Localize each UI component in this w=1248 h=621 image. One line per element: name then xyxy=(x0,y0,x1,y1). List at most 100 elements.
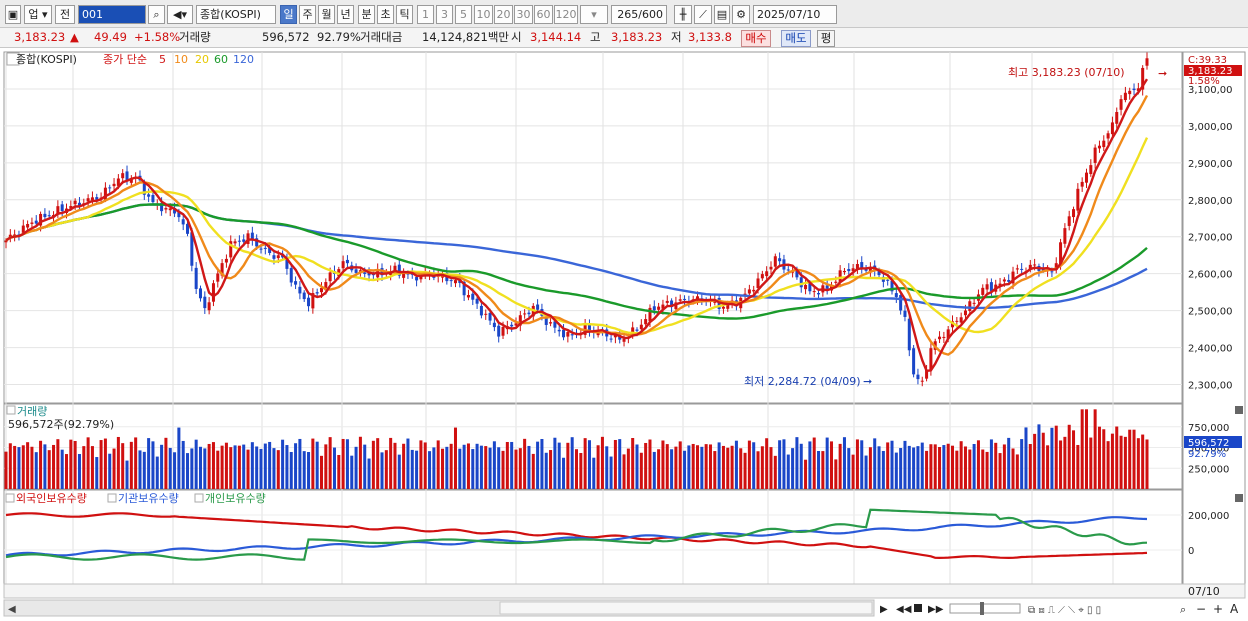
candle-body xyxy=(501,326,505,336)
volume-bar xyxy=(756,451,760,489)
scroll-right-icon[interactable]: ▶ xyxy=(880,604,888,615)
candle-body xyxy=(367,272,371,276)
candle-body xyxy=(510,324,514,327)
change-pct: +1.58% xyxy=(134,30,181,44)
candle-body xyxy=(86,198,90,202)
volume-bar xyxy=(125,460,129,489)
volume-panel-close-icon[interactable] xyxy=(1235,406,1243,414)
fast-forward-icon[interactable]: ▶▶ xyxy=(928,604,944,615)
plus-icon[interactable]: + xyxy=(1213,602,1223,616)
holding-panel-close-icon[interactable] xyxy=(1235,494,1243,502)
change-value: 49.49 xyxy=(94,30,127,44)
volume-bar xyxy=(981,449,985,489)
candle-body xyxy=(1063,228,1067,244)
date-field[interactable]: 2025/07/10 xyxy=(753,5,837,24)
candle-body xyxy=(968,301,972,311)
volume-bar xyxy=(47,450,51,489)
candle-body xyxy=(216,273,220,282)
volume-bar xyxy=(268,441,272,489)
period-day[interactable]: 일 xyxy=(280,5,297,24)
period-second[interactable]: 초 xyxy=(377,5,394,24)
candle-icon[interactable]: ╫ xyxy=(674,5,692,24)
interval-60[interactable]: 60 xyxy=(534,5,553,24)
period-minute[interactable]: 분 xyxy=(358,5,375,24)
candle-body xyxy=(972,302,976,304)
candle-body xyxy=(1093,147,1097,163)
volume-bar xyxy=(929,444,933,489)
interval-30[interactable]: 30 xyxy=(514,5,533,24)
sell-button[interactable]: 매도 xyxy=(781,30,811,47)
ma20-label: 20 xyxy=(195,53,209,66)
volume-bar xyxy=(747,440,751,489)
interval-120[interactable]: 120 xyxy=(554,5,578,24)
line-tool-icon[interactable]: ⟋ xyxy=(694,5,712,24)
volume-bar xyxy=(933,444,937,489)
candle-body xyxy=(1089,165,1093,175)
holding-panel-icon[interactable] xyxy=(5,493,15,503)
code-input[interactable]: 001 xyxy=(78,5,146,24)
zoom-slider[interactable] xyxy=(949,603,1021,614)
volume-panel-icon[interactable] xyxy=(6,405,16,415)
candle-body xyxy=(652,306,656,311)
volume-bar xyxy=(618,439,622,489)
count-field[interactable]: 265/600 xyxy=(611,5,667,24)
gear-icon[interactable]: ⚙ xyxy=(732,5,750,24)
volume-bar xyxy=(605,446,609,489)
zoom-slider-handle[interactable] xyxy=(980,602,984,615)
interval-dropdown[interactable]: ▾ xyxy=(580,5,608,24)
period-week[interactable]: 주 xyxy=(299,5,316,24)
zoom-in-icon[interactable]: ⌕ xyxy=(1180,603,1186,616)
interval-1[interactable]: 1 xyxy=(417,5,434,24)
scroll-left-icon[interactable]: ◀ xyxy=(8,604,16,615)
volume-bar xyxy=(13,445,17,489)
volume-bar xyxy=(739,448,743,489)
search-icon[interactable]: ⌕ xyxy=(148,5,165,24)
holding-sep-icon-2 xyxy=(194,493,204,503)
period-month[interactable]: 월 xyxy=(318,5,335,24)
interval-10[interactable]: 10 xyxy=(474,5,493,24)
scrollbar-thumb[interactable] xyxy=(499,601,873,615)
volume-bar xyxy=(1015,454,1019,489)
window-icon[interactable]: ▣ xyxy=(5,5,21,24)
volume-bar xyxy=(285,445,289,489)
period-year[interactable]: 년 xyxy=(337,5,354,24)
high-annotation: 최고 3,183.23 (07/10) xyxy=(1008,66,1125,79)
stop-icon[interactable] xyxy=(914,604,922,612)
volume-bar xyxy=(765,438,769,489)
interval-3[interactable]: 3 xyxy=(436,5,453,24)
volume-bar xyxy=(1106,441,1110,489)
tool-icons[interactable]: ⧉ ⧈ ⎍ ⟋ ⟍ ⌖ ▯ ▯ xyxy=(1028,605,1101,616)
prev-button[interactable]: 전 xyxy=(55,5,75,24)
candle-body xyxy=(164,208,168,210)
volume-bar xyxy=(475,443,479,489)
interval-20[interactable]: 20 xyxy=(494,5,513,24)
buy-button[interactable]: 매수 xyxy=(741,30,771,47)
eval-button[interactable]: 평 xyxy=(817,30,835,47)
font-size-icon[interactable]: A xyxy=(1230,602,1239,616)
volume-bar xyxy=(177,427,181,489)
candle-body xyxy=(562,329,566,338)
candle-body xyxy=(557,329,561,332)
minus-icon[interactable]: − xyxy=(1196,602,1206,616)
ma10-line xyxy=(5,94,1149,356)
volume-tag: 596,572 xyxy=(1188,438,1229,449)
price-y-tick: 3,000,00 xyxy=(1188,122,1233,133)
candle-body xyxy=(69,206,73,209)
volume-bar xyxy=(26,442,30,489)
interval-5[interactable]: 5 xyxy=(455,5,472,24)
volume-bar xyxy=(345,439,349,489)
volume-bar xyxy=(276,450,280,489)
candle-body xyxy=(929,348,933,370)
candle-body xyxy=(26,223,30,228)
volume-bar xyxy=(255,446,259,489)
candle-body xyxy=(1097,145,1101,149)
save-icon[interactable]: ▤ xyxy=(714,5,730,24)
market-select[interactable]: 업 ▾ xyxy=(24,5,52,24)
period-tick[interactable]: 틱 xyxy=(396,5,413,24)
price-y-tick: 2,800,00 xyxy=(1188,196,1233,207)
rewind-icon[interactable]: ◀◀ xyxy=(896,604,912,615)
candle-body xyxy=(838,270,842,282)
sound-icon[interactable]: ◀▾ xyxy=(167,5,193,24)
name-field[interactable]: 종합(KOSPI) xyxy=(196,5,276,24)
panel-collapse-icon[interactable] xyxy=(6,52,20,66)
